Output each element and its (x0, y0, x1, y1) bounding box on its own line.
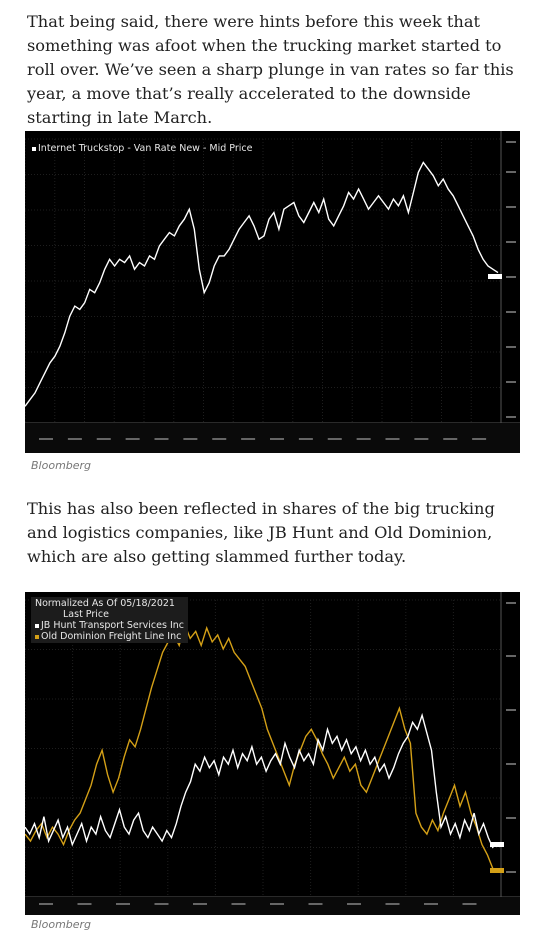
y-tick-mark (506, 276, 516, 278)
paragraph-1: That being said, there were hints before… (27, 12, 514, 127)
x-tick-mark (125, 438, 140, 440)
x-tick-mark (39, 903, 53, 905)
x-tick-mark (414, 438, 429, 440)
paragraph-2: This has also been reflected in shares o… (27, 499, 495, 566)
x-tick-mark (443, 438, 458, 440)
x-tick-mark (39, 438, 53, 440)
trucking-stocks-legend: Normalized As Of 05/18/2021 Last Price J… (31, 597, 188, 643)
jb-hunt-line (25, 712, 494, 849)
y-tick-mark (506, 763, 516, 765)
x-tick-mark (424, 903, 438, 905)
x-tick-mark (270, 438, 284, 440)
legend-subtitle: Last Price (63, 609, 109, 620)
y-tick-mark (506, 655, 516, 657)
x-tick-mark (193, 903, 207, 905)
trucking-stocks-chart-svg (25, 592, 520, 915)
van-rate-line (25, 161, 499, 407)
last-value-marker (488, 274, 502, 279)
y-tick-mark (506, 241, 516, 243)
caption-2: Bloomberg (31, 918, 92, 931)
x-tick-mark (298, 438, 313, 440)
legend-item-jb-hunt: JB Hunt Transport Services Inc (35, 620, 184, 631)
x-tick-mark (356, 438, 371, 440)
y-tick-mark (506, 817, 516, 819)
x-tick-mark (347, 903, 361, 905)
x-tick-mark (154, 903, 169, 905)
trucking-stocks-chart: Normalized As Of 05/18/2021 Last Price J… (25, 592, 520, 915)
old-dominion-last-marker (490, 868, 504, 873)
x-tick-mark (241, 438, 256, 440)
y-tick-mark (506, 171, 516, 173)
x-tick-mark (212, 438, 227, 440)
x-tick-mark (231, 903, 246, 905)
y-tick-mark (506, 602, 516, 604)
x-tick-mark (270, 903, 284, 905)
legend-title: Normalized As Of 05/18/2021 (35, 598, 175, 609)
y-tick-mark (506, 871, 516, 873)
x-tick-mark (327, 438, 342, 440)
jb-hunt-last-marker (490, 842, 504, 847)
y-tick-mark (506, 141, 516, 143)
x-tick-mark (385, 903, 400, 905)
old-dominion-line (25, 622, 494, 870)
y-tick-mark (506, 206, 516, 208)
x-tick-mark (183, 438, 198, 440)
x-tick-mark (67, 438, 82, 440)
van-rate-legend: Internet Truckstop - Van Rate New - Mid … (32, 143, 252, 154)
x-tick-mark (308, 903, 323, 905)
y-tick-mark (506, 346, 516, 348)
van-rate-chart-svg (25, 131, 520, 453)
x-tick-mark (116, 903, 130, 905)
van-rate-legend-label: Internet Truckstop - Van Rate New - Mid … (38, 143, 253, 154)
y-tick-mark (506, 709, 516, 711)
x-tick-mark (462, 903, 477, 905)
y-tick-mark (506, 416, 516, 418)
legend-item-old-dominion: Old Dominion Freight Line Inc (35, 631, 184, 642)
x-tick-mark (154, 438, 169, 440)
caption-1: Bloomberg (31, 459, 92, 472)
x-tick-mark (96, 438, 111, 440)
y-tick-mark (506, 311, 516, 313)
x-tick-mark (385, 438, 400, 440)
x-tick-mark (77, 903, 92, 905)
chart-footer (25, 897, 520, 915)
van-rate-chart: Internet Truckstop - Van Rate New - Mid … (25, 131, 520, 453)
x-tick-mark (472, 438, 487, 440)
y-tick-mark (506, 381, 516, 383)
